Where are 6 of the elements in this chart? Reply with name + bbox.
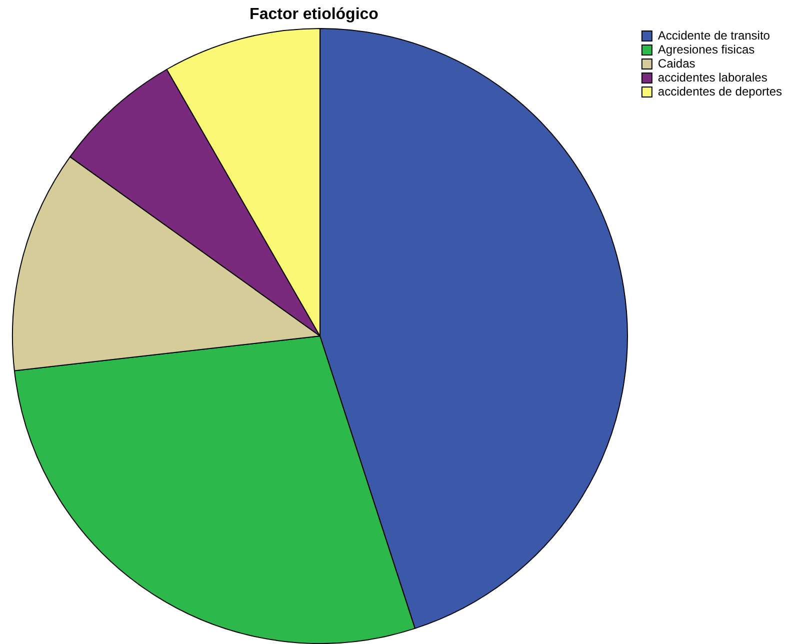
legend-label: Caidas — [658, 56, 696, 70]
legend-label: accidentes laborales — [658, 70, 768, 84]
legend-label: Agresiones fisicas — [658, 42, 755, 56]
legend-label: accidentes de deportes — [658, 84, 782, 98]
legend-label: Accidente de transito — [658, 28, 770, 42]
chart-title: Factor etiológico — [248, 6, 380, 24]
